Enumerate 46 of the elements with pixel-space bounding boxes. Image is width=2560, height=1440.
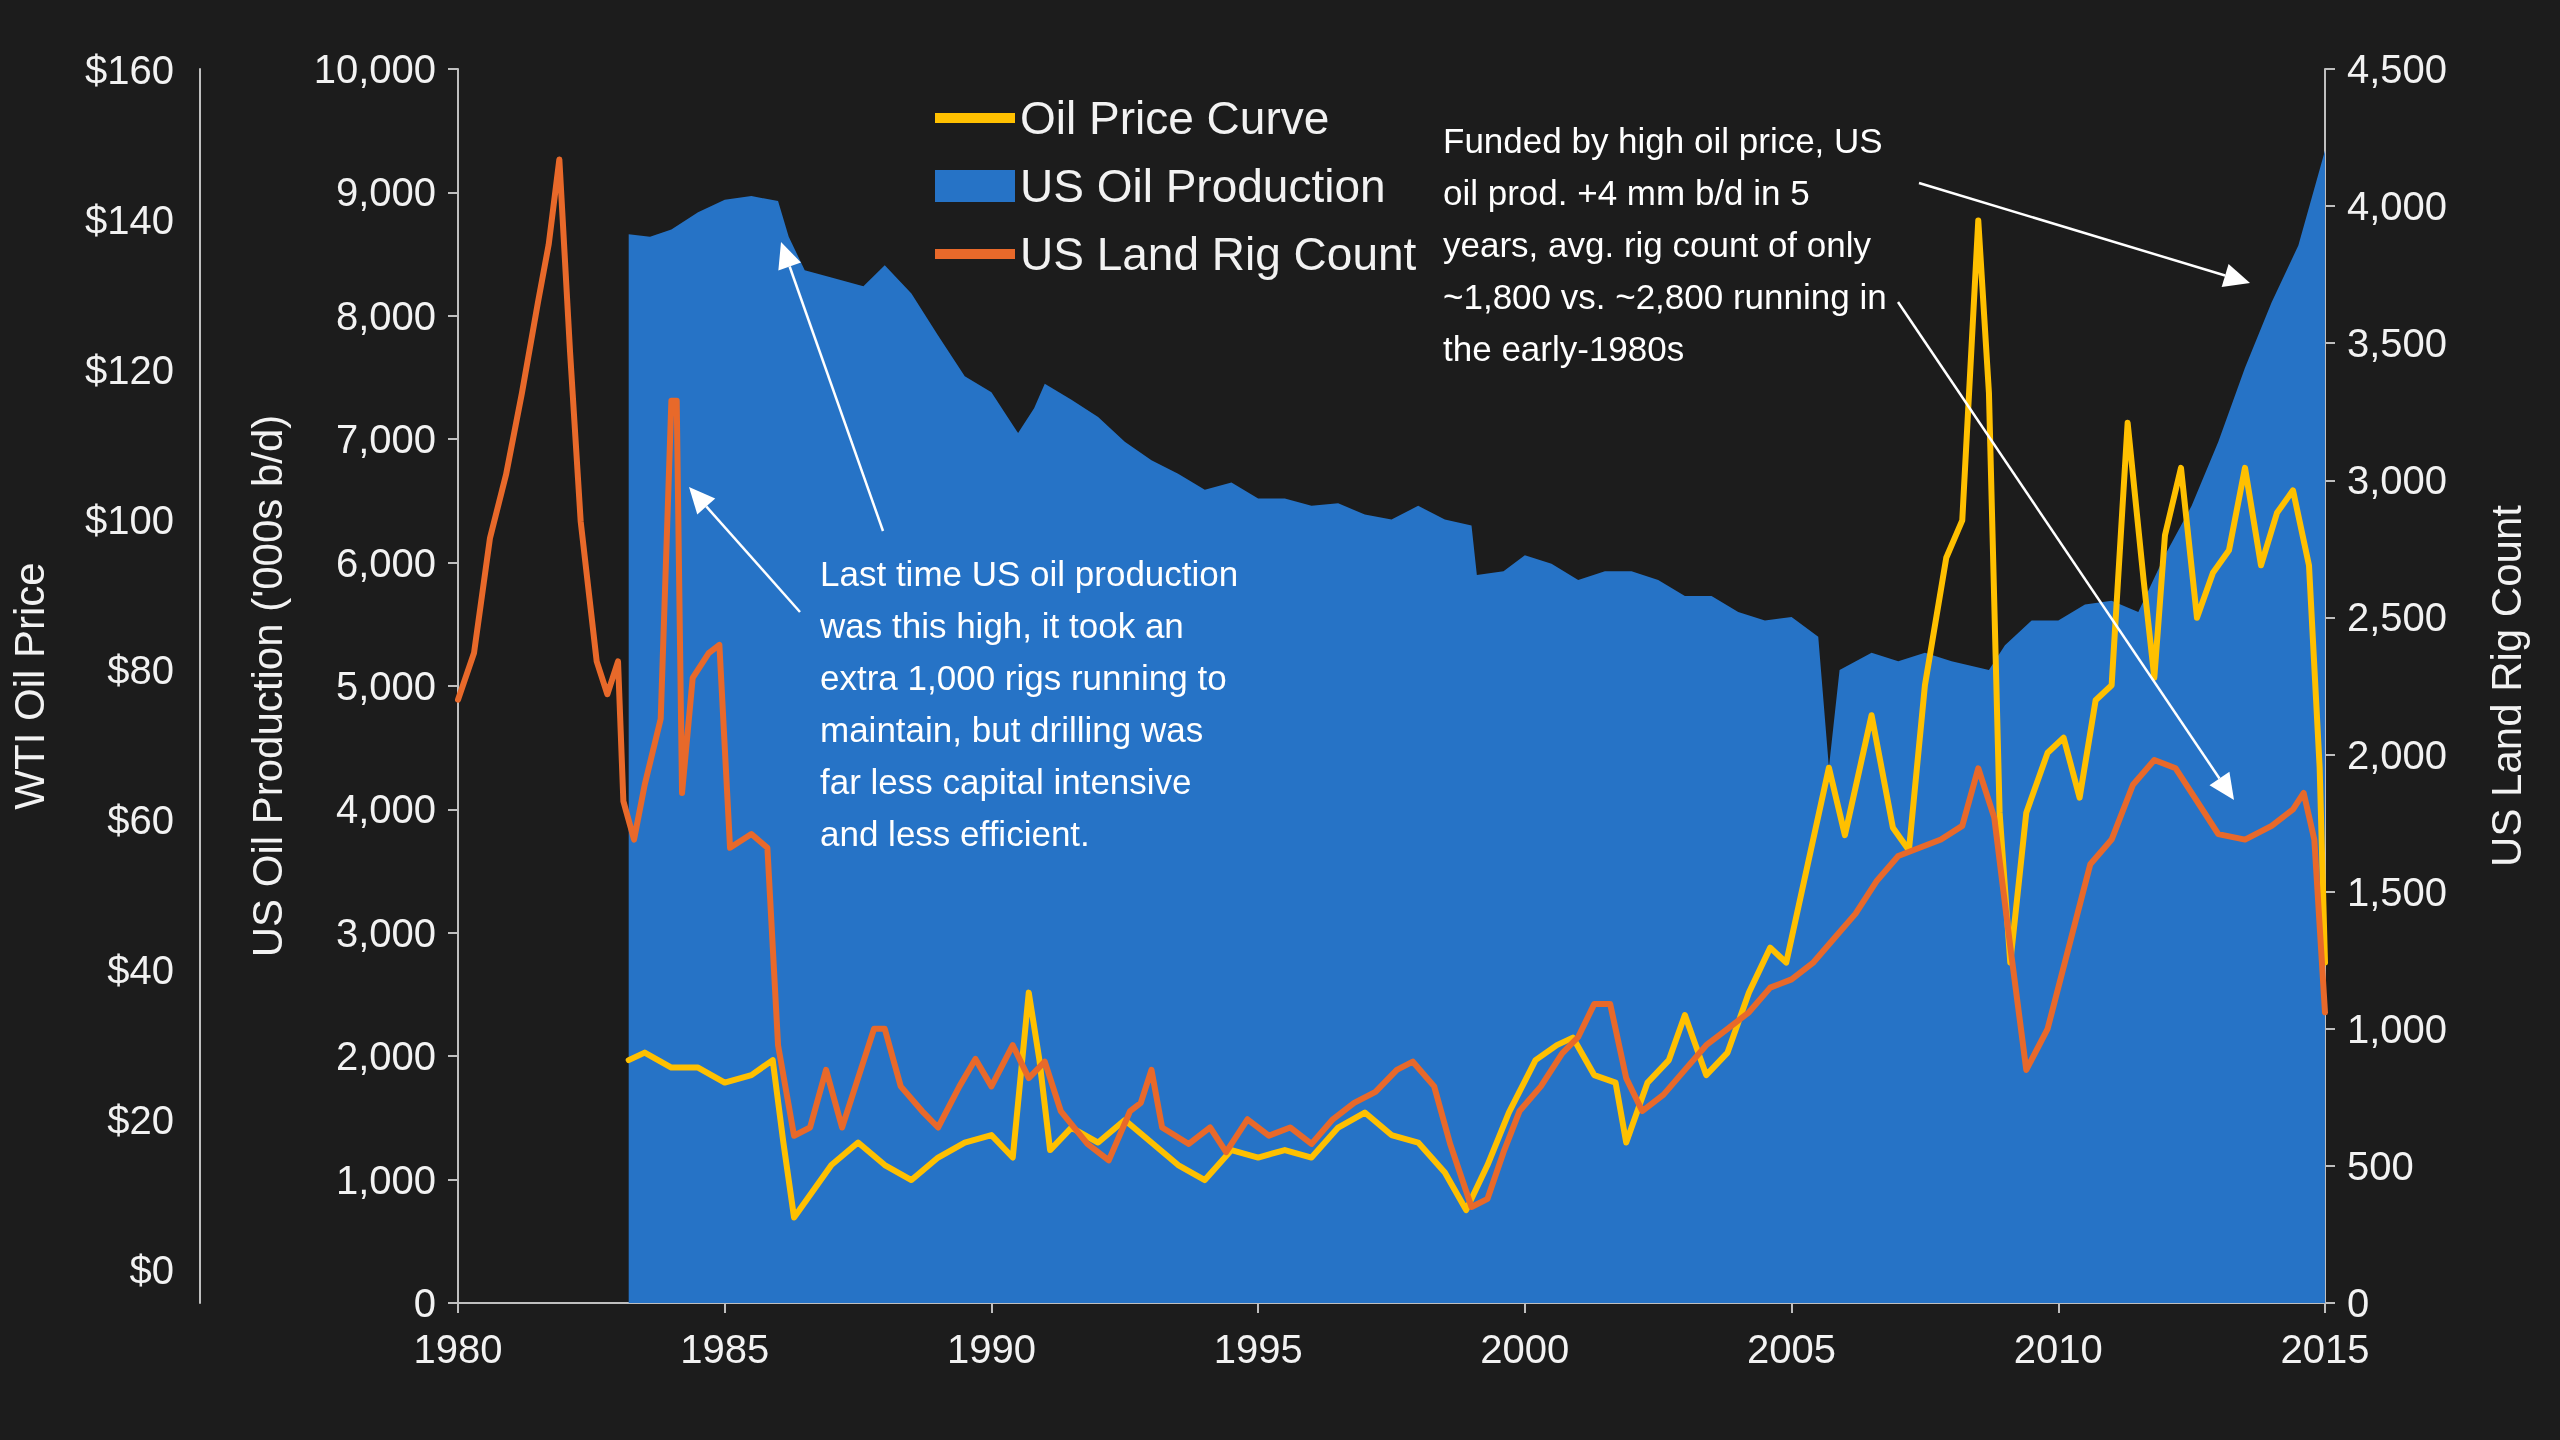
legend-label: Oil Price Curve: [1020, 92, 1330, 144]
y3-tick-label: $0: [129, 1248, 174, 1293]
y2-tick-label: 3,500: [2347, 321, 2448, 366]
y3-tick-label: $140: [85, 198, 174, 243]
x-tick-label: 1990: [946, 1327, 1036, 1371]
y-axis-title: US Oil Production ('000s b/d): [243, 414, 291, 958]
y-tick-label: 2,000: [335, 1034, 436, 1079]
x-tick-label: 1985: [680, 1327, 770, 1371]
y3-tick-label: $80: [107, 648, 174, 693]
y-tick-label: 9,000: [335, 170, 436, 215]
legend-label: US Oil Production: [1020, 160, 1386, 212]
y2-tick-label: 0: [2347, 1281, 2370, 1325]
y3-tick-label: $60: [107, 798, 174, 843]
y2-tick-label: 4,500: [2347, 47, 2448, 91]
y-tick-label: 10,000: [313, 47, 436, 91]
y-tick-label: 0: [413, 1281, 436, 1325]
x-tick-label: 2000: [1480, 1327, 1570, 1371]
y3-tick-label: $20: [107, 1098, 174, 1143]
y2-axis-title: US Land Rig Count: [2482, 504, 2530, 867]
y2-tick-label: 1,500: [2347, 869, 2448, 914]
y3-tick-label: $120: [85, 348, 174, 393]
y2-tick-label: 4,000: [2347, 184, 2448, 229]
annotation: Funded by high oil price, US oil prod. +4 mm b/d in 5 years, avg. rig count of only ~1,800 vs. ~2,800 running in the early-1980s: [1443, 120, 1888, 370]
x-tick-label: 1980: [413, 1327, 503, 1371]
y-tick-label: 4,000: [335, 787, 436, 832]
y3-tick-label: $40: [107, 948, 174, 993]
y2-tick-label: 2,000: [2347, 732, 2448, 777]
y-tick-label: 7,000: [335, 417, 436, 462]
y-tick-label: 5,000: [335, 664, 436, 708]
x-tick-label: 1995: [1213, 1327, 1303, 1371]
x-tick-label: 2005: [1747, 1327, 1837, 1371]
legend-label: US Land Rig Count: [1020, 228, 1417, 280]
y3-tick-label: $160: [85, 48, 174, 93]
y-tick-label: 3,000: [335, 910, 436, 955]
annotation: Last time US oil production was this high, it took an extra 1,000 rigs running to maintain, but drilling was far less capital intensive and less efficient.: [820, 553, 1240, 855]
y2-tick-label: 2,500: [2347, 595, 2448, 640]
y2-tick-label: 1,000: [2347, 1006, 2448, 1051]
y2-tick-label: 3,000: [2347, 458, 2448, 503]
y3-axis-title: WTI Oil Price: [5, 562, 53, 810]
y2-tick-label: 500: [2347, 1143, 2414, 1188]
x-tick-label: 2015: [2280, 1327, 2370, 1371]
y-tick-label: 1,000: [335, 1157, 436, 1202]
y-tick-label: 6,000: [335, 540, 436, 585]
y-tick-label: 8,000: [335, 293, 436, 338]
x-tick-label: 2010: [2013, 1327, 2103, 1371]
y3-tick-label: $100: [85, 498, 174, 543]
